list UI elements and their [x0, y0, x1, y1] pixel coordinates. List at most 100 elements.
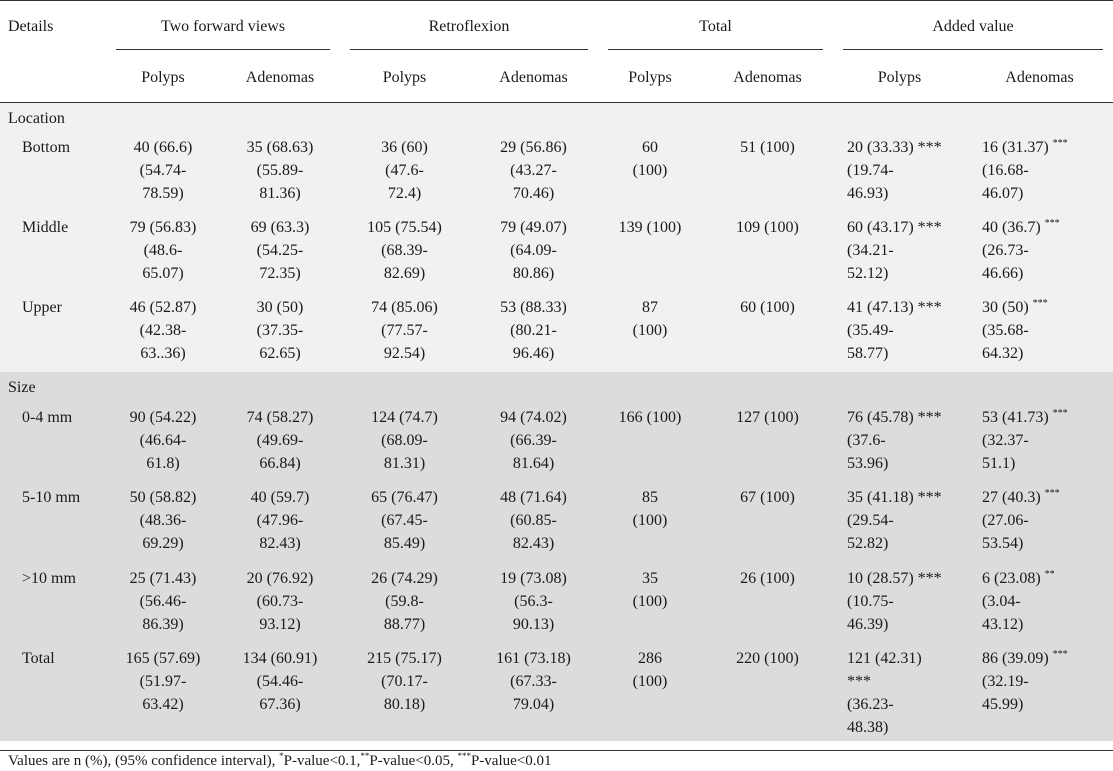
cell-value: (70.17- — [381, 673, 428, 690]
cell-value: 65 (76.47) — [371, 489, 438, 506]
table-cell: 20 (33.33) *** (19.74- 46.93) — [833, 132, 966, 212]
cell-value: 86.39) — [142, 616, 184, 633]
table-cell: 139 (100) — [598, 212, 702, 292]
table-cell: 74 (85.06) (77.57- 92.54) — [340, 292, 469, 372]
cell-line: 62.65) — [220, 342, 340, 365]
cell-line: (27.06- — [982, 509, 1113, 532]
cell-line: (36.23- — [847, 693, 966, 716]
cell-line: (60.73- — [220, 590, 340, 613]
cell-line: 64.32) — [982, 342, 1113, 365]
cell-value: 51.1) — [982, 455, 1016, 472]
cell-line: 25 (71.43) — [106, 567, 220, 590]
cell-value: 10 (28.57) — [847, 570, 914, 587]
cell-value: 72.35) — [259, 265, 301, 282]
cell-line: (48.36- — [106, 509, 220, 532]
cell-line: 85.49) — [340, 532, 469, 555]
cell-value: (48.36- — [139, 512, 187, 529]
table-cell: 165 (57.69) (51.97- 63.42) — [106, 643, 220, 741]
cell-line: (56.46- — [106, 590, 220, 613]
cell-value: 50 (58.82) — [129, 489, 197, 506]
cell-value: 40 (36.7) — [982, 219, 1041, 236]
cell-value: 43.12) — [982, 616, 1024, 633]
cell-value: (56.3- — [514, 593, 553, 610]
cell-value: (16.68- — [982, 162, 1029, 179]
cell-value: 66.84) — [259, 455, 301, 472]
cell-value: 60 (43.17) — [847, 219, 914, 236]
cell-value: 93.12) — [259, 616, 301, 633]
table-cell: 94 (74.02) (66.39- 81.64) — [469, 402, 598, 482]
cell-value: 78.59) — [142, 185, 184, 202]
cell-line: (32.19- — [982, 670, 1113, 693]
cell-line: (42.38- — [106, 319, 220, 342]
cell-line: *** — [847, 670, 966, 693]
cell-value: (56.46- — [139, 593, 187, 610]
cell-line: 58.77) — [847, 342, 966, 365]
cell-line: 87 — [598, 296, 702, 319]
cell-value: 6 (23.08) — [982, 570, 1041, 587]
cell-value: 90 (54.22) — [129, 409, 197, 426]
table-cell: 161 (73.18) (67.33- 79.04) — [469, 643, 598, 741]
header-sub: Adenomas — [966, 50, 1113, 103]
cell-line: 82.69) — [340, 262, 469, 285]
significance-marker: *** — [917, 219, 942, 236]
table-cell: 53 (88.33) (80.21- 96.46) — [469, 292, 598, 372]
cell-line: 26 (100) — [702, 567, 833, 590]
cell-value: 74 (58.27) — [246, 409, 314, 426]
table-cell: 40 (59.7) (47.96- 82.43) — [220, 482, 340, 563]
cell-line: 96.46) — [469, 342, 598, 365]
cell-value: 30 (50) — [982, 299, 1029, 316]
table-cell: 69 (63.3) (54.25- 72.35) — [220, 212, 340, 292]
cell-line: 86 (39.09) *** — [982, 647, 1113, 670]
cell-line: 48.38) — [847, 716, 966, 739]
cell-value: 53.54) — [982, 535, 1024, 552]
cell-line: (43.27- — [469, 159, 598, 182]
cell-value: (60.85- — [510, 512, 557, 529]
cell-value: (10.75- — [847, 593, 894, 610]
cell-line: 60 — [598, 136, 702, 159]
header-sub-empty — [0, 50, 106, 103]
cell-line: (16.68- — [982, 159, 1113, 182]
cell-line: 109 (100) — [702, 216, 833, 239]
cell-value: 26 (74.29) — [371, 570, 438, 587]
cell-line: 65.07) — [106, 262, 220, 285]
cell-value: 46.07) — [982, 185, 1024, 202]
results-table: Details Two forward views Retroflexion T… — [0, 0, 1113, 741]
table-cell: 30 (50) *** (35.68- 64.32) — [966, 292, 1113, 372]
cell-value: 63.42) — [142, 696, 184, 713]
cell-value: 87 — [642, 299, 658, 316]
table-row: Upper 46 (52.87) (42.38- 63..36) 30 (50) (37.… — [0, 292, 1113, 372]
table-cell: 76 (45.78) *** (37.6- 53.96) — [833, 402, 966, 482]
cell-value: 134 (60.91) — [242, 650, 318, 667]
row-label: Bottom — [0, 132, 106, 212]
table-cell: 41 (47.13) *** (35.49- 58.77) — [833, 292, 966, 372]
cell-value: (66.39- — [510, 432, 557, 449]
cell-line: 53 (88.33) — [469, 296, 598, 319]
cell-line: (56.3- — [469, 590, 598, 613]
cell-value: 90.13) — [512, 616, 555, 633]
cell-value: 109 (100) — [736, 219, 799, 236]
cell-value: 124 (74.7) — [371, 409, 438, 426]
cell-line: 80.86) — [469, 262, 598, 285]
cell-line: (34.21- — [847, 239, 966, 262]
cell-value: 46.93) — [847, 185, 889, 202]
cell-value: 36 (60) — [381, 139, 428, 156]
table-cell: 25 (71.43) (56.46- 86.39) — [106, 563, 220, 643]
cell-line: 46.66) — [982, 262, 1113, 285]
cell-value: (100) — [632, 162, 668, 179]
cell-line: (55.89- — [220, 159, 340, 182]
cell-value: 74 (85.06) — [371, 299, 438, 316]
cell-value: 80.86) — [512, 265, 555, 282]
cell-line: 90.13) — [469, 613, 598, 636]
cell-line: (54.25- — [220, 239, 340, 262]
cell-line: 41 (47.13) *** — [847, 296, 966, 319]
header-details: Details — [0, 0, 106, 50]
cell-value: (29.54- — [847, 512, 894, 529]
cell-line: 79 (56.83) — [106, 216, 220, 239]
cell-value: (3.04- — [982, 593, 1021, 610]
cell-value: 27 (40.3) — [982, 489, 1041, 506]
table-cell: 53 (41.73) *** (32.37- 51.1) — [966, 402, 1113, 482]
cell-line: 52.82) — [847, 532, 966, 555]
cell-line: 20 (76.92) — [220, 567, 340, 590]
cell-value: 46 (52.87) — [129, 299, 197, 316]
row-label: Upper — [0, 292, 106, 372]
